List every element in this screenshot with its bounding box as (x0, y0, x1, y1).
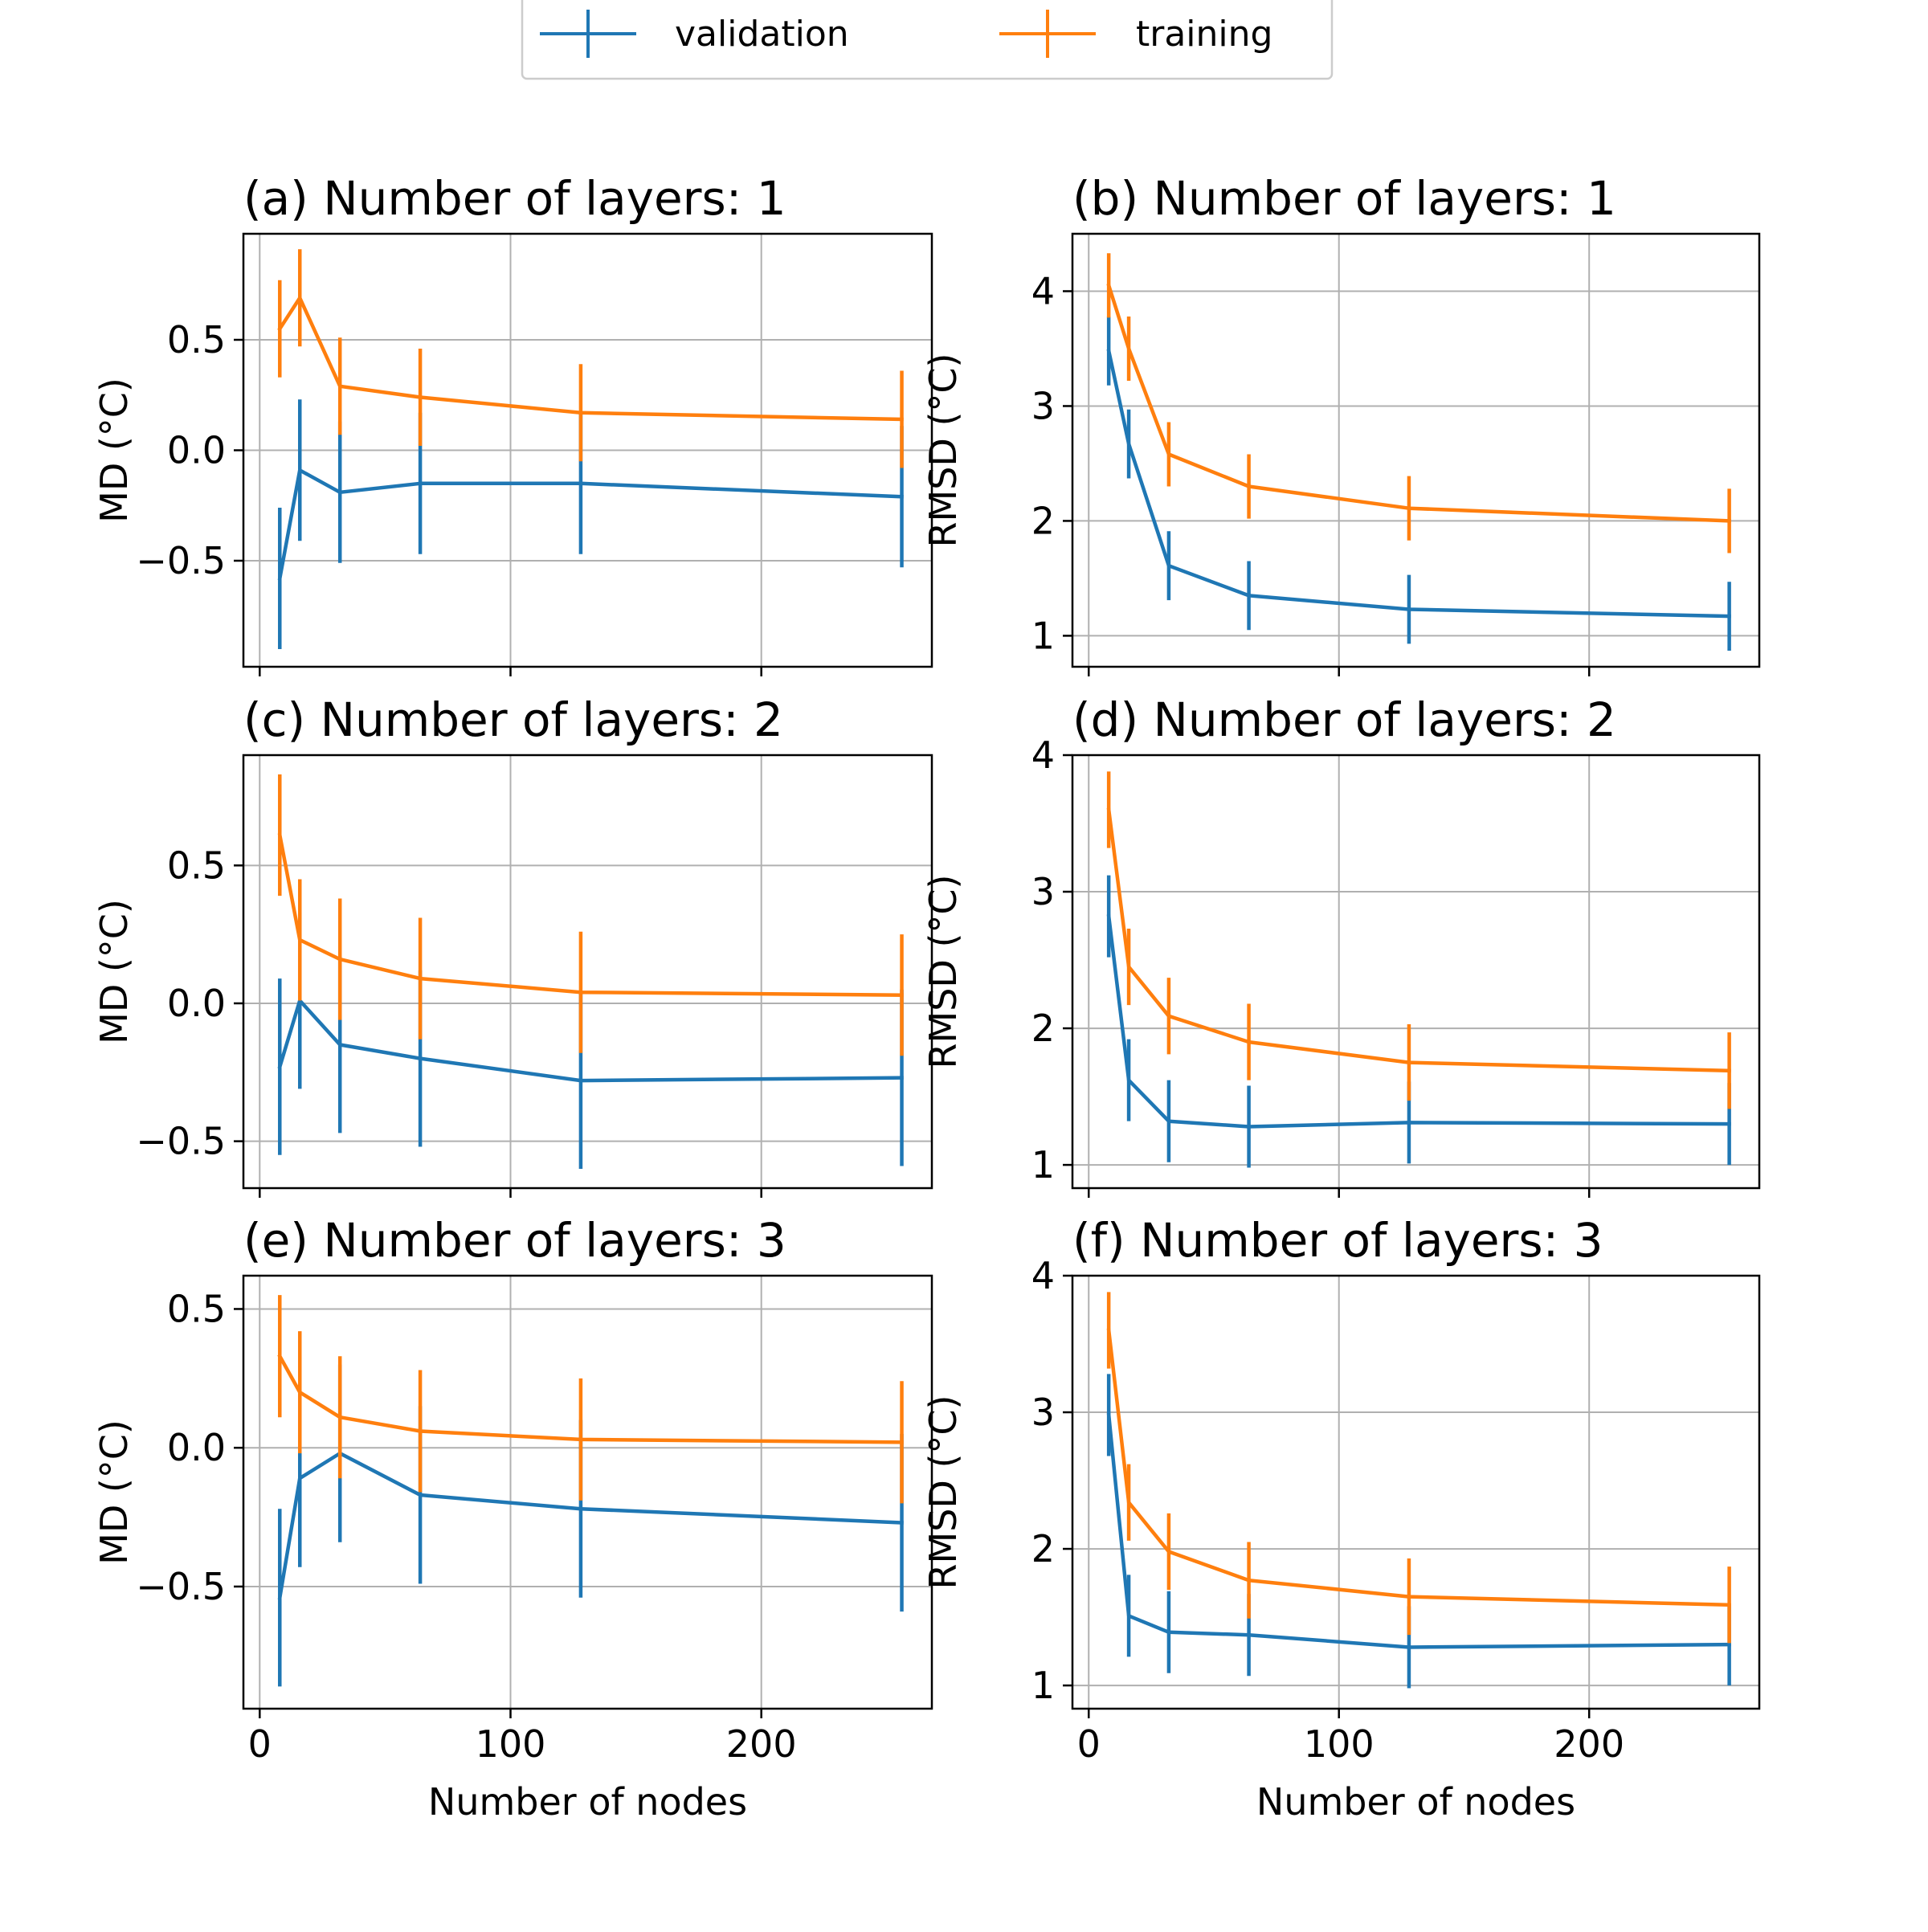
subplot-title: (c) Number of layers: 2 (243, 692, 783, 747)
series-training (1109, 253, 1729, 553)
y-tick-label: 0.0 (167, 982, 226, 1025)
y-tick-label: 3 (1031, 870, 1055, 913)
y-tick-label: 0.5 (167, 843, 226, 887)
series-training (280, 774, 901, 1056)
series-validation (280, 399, 901, 649)
y-tick-label: 2 (1031, 499, 1055, 542)
series-validation (280, 913, 901, 1169)
subplot-title: (e) Number of layers: 3 (243, 1213, 786, 1268)
x-axis-label: Number of nodes (428, 1780, 747, 1824)
x-tick-label: 100 (476, 1722, 546, 1766)
subplot-3: 1 2 3 4 (d) Number of layers: 2 RMSD (°C) (921, 692, 1759, 1198)
y-tick-label: 0.0 (167, 1426, 226, 1469)
subplot-title: (a) Number of layers: 1 (243, 171, 786, 226)
series-line (1109, 810, 1729, 1071)
y-tick-label: 1 (1031, 1143, 1055, 1187)
legend-label-training: training (1136, 14, 1272, 55)
y-tick-label: −0.5 (136, 539, 226, 582)
series-line (1109, 1415, 1729, 1647)
series-training (280, 249, 901, 468)
subplot-5: 0 100 200 1 2 3 4 (f) Number of layers: 3 RMSD (… (921, 1213, 1759, 1824)
series-line (1109, 917, 1729, 1127)
series-training (1109, 1292, 1729, 1643)
series-line (280, 835, 901, 995)
subplot-title: (d) Number of layers: 2 (1072, 692, 1616, 747)
axes-frame (243, 755, 932, 1188)
subplot-title: (b) Number of layers: 1 (1072, 171, 1616, 226)
y-axis-label: MD (°C) (92, 1419, 136, 1565)
series-line (280, 1356, 901, 1442)
subplot-0: −0.5 0.0 0.5 (a) Number of layers: 1 MD (°C) (92, 171, 932, 676)
axes-frame (1072, 234, 1759, 667)
y-tick-label: 4 (1031, 1254, 1055, 1297)
series-line (1109, 351, 1729, 616)
y-tick-label: 2 (1031, 1527, 1055, 1571)
series-validation (280, 1365, 901, 1687)
x-tick-label: 0 (248, 1722, 272, 1766)
y-tick-label: 1 (1031, 614, 1055, 657)
legend-label-validation: validation (675, 14, 849, 55)
subplot-1: 1 2 3 4 (b) Number of layers: 1 RMSD (°C) (921, 171, 1759, 676)
series-validation (1109, 317, 1729, 651)
x-tick-label: 200 (1554, 1722, 1624, 1766)
y-tick-label: 4 (1031, 733, 1055, 777)
y-axis-label: RMSD (°C) (921, 1395, 965, 1590)
series-line (280, 1001, 901, 1081)
y-axis-label: RMSD (°C) (921, 353, 965, 548)
x-tick-label: 100 (1304, 1722, 1375, 1766)
y-tick-label: 0.5 (167, 318, 226, 361)
y-tick-label: −0.5 (136, 1565, 226, 1608)
subplot-4: 0 100 200 −0.5 0.0 0.5 (e) Number of layers: 3… (92, 1213, 932, 1824)
series-line (1109, 1330, 1729, 1605)
y-tick-label: −0.5 (136, 1120, 226, 1163)
y-axis-label: MD (°C) (92, 378, 136, 523)
axes-frame (243, 1276, 932, 1709)
y-axis-label: RMSD (°C) (921, 875, 965, 1069)
y-tick-label: 0.5 (167, 1287, 226, 1330)
y-tick-label: 0.0 (167, 429, 226, 472)
x-tick-label: 200 (726, 1722, 797, 1766)
y-axis-label: MD (°C) (92, 899, 136, 1044)
series-validation (1109, 1374, 1729, 1688)
series-line (280, 1453, 901, 1598)
x-axis-label: Number of nodes (1256, 1780, 1575, 1824)
x-tick-label: 0 (1077, 1722, 1101, 1766)
series-validation (1109, 876, 1729, 1168)
series-line (280, 298, 901, 419)
series-training (1109, 771, 1729, 1109)
series-line (1109, 285, 1729, 521)
legend: validation training (522, 0, 1332, 79)
y-tick-label: 1 (1031, 1664, 1055, 1707)
y-tick-label: 2 (1031, 1007, 1055, 1050)
subplot-grid: −0.5 0.0 0.5 (a) Number of layers: 1 MD (°C)… (92, 171, 1759, 1824)
series-line (280, 470, 901, 578)
subplot-2: −0.5 0.0 0.5 (c) Number of layers: 2 MD (°C) (92, 692, 932, 1198)
y-tick-label: 3 (1031, 1391, 1055, 1434)
subplot-title: (f) Number of layers: 3 (1072, 1213, 1603, 1268)
y-tick-label: 4 (1031, 269, 1055, 312)
y-tick-label: 3 (1031, 384, 1055, 427)
